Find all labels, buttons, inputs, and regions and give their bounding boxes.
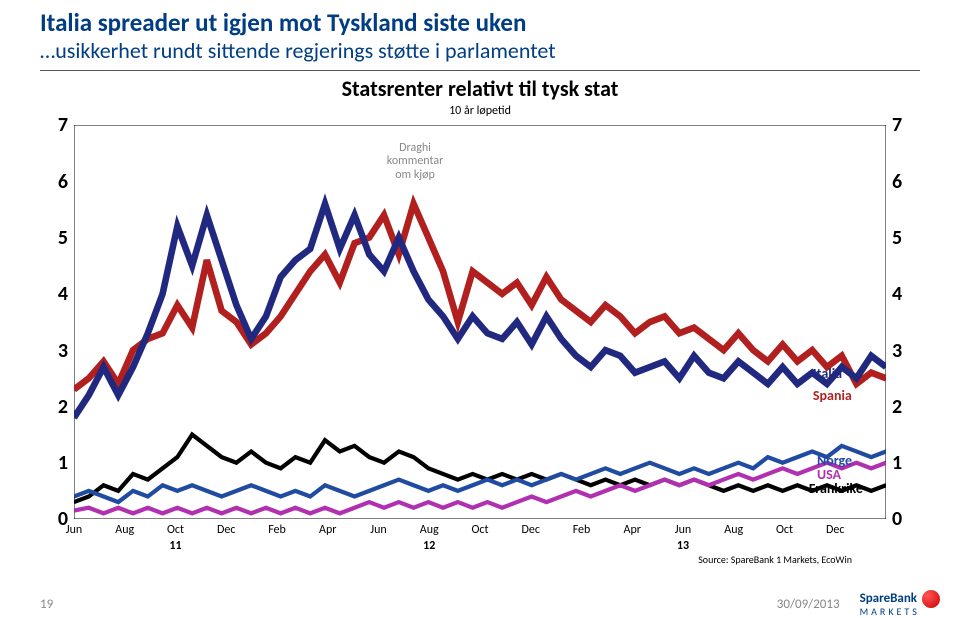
y-tick: 5 xyxy=(892,226,902,250)
x-tick: Oct xyxy=(471,523,488,537)
annot-line2: kommentar xyxy=(387,154,444,168)
plot-area: Draghi kommentar om kjøp ItaliaSpaniaNor… xyxy=(74,125,886,519)
x-tick: Dec xyxy=(522,523,540,537)
draghi-annotation: Draghi kommentar om kjøp xyxy=(375,142,455,182)
x-tick: Dec xyxy=(826,523,844,537)
series-label-frankrike: Frankrike xyxy=(809,480,863,497)
series-spania xyxy=(74,204,886,390)
y-tick: 3 xyxy=(892,339,902,363)
y-tick: 4 xyxy=(58,282,68,306)
x-year: 13 xyxy=(677,539,689,553)
footer: 19 30/09/2013 SpareBank MARKETS xyxy=(0,590,960,618)
annot-line1: Draghi xyxy=(399,141,431,155)
x-tick: Jun xyxy=(66,523,82,537)
page-subtitle: …usikkerhet rundt sittende regjerings st… xyxy=(40,38,920,64)
source-text: Source: SpareBank 1 Markets, EcoWin xyxy=(698,553,852,566)
y-tick: 3 xyxy=(58,339,68,363)
page-number: 19 xyxy=(40,597,53,612)
y-tick: 1 xyxy=(58,451,68,475)
y-tick: 6 xyxy=(892,170,902,194)
series-label-italia: Italia xyxy=(813,365,842,382)
series-frankrike xyxy=(74,435,886,503)
y-tick: 6 xyxy=(58,170,68,194)
divider xyxy=(40,70,920,71)
brand-logo: SpareBank MARKETS xyxy=(860,590,940,618)
x-tick: Jun xyxy=(675,523,691,537)
y-tick: 4 xyxy=(892,282,902,306)
x-tick: Feb xyxy=(573,523,591,537)
x-tick: Aug xyxy=(420,523,439,537)
x-tick: Aug xyxy=(115,523,134,537)
x-tick: Apr xyxy=(319,523,336,537)
x-year: 12 xyxy=(423,539,435,553)
chart-subtitle: 10 år løpetid xyxy=(40,104,920,118)
x-tick: Jun xyxy=(370,523,386,537)
series-label-spania: Spania xyxy=(813,387,852,404)
footer-date: 30/09/2013 xyxy=(777,597,840,612)
y-tick: 7 xyxy=(58,113,68,137)
y-tick: 0 xyxy=(892,507,902,531)
y-tick: 2 xyxy=(58,395,68,419)
y-tick: 5 xyxy=(58,226,68,250)
chart-title: Statsrenter relativt til tysk stat xyxy=(40,75,920,102)
brand-name: SpareBank xyxy=(860,591,917,606)
x-tick: Oct xyxy=(776,523,793,537)
page-title: Italia spreader ut igjen mot Tyskland si… xyxy=(40,8,920,38)
logo-ball-icon xyxy=(922,590,940,608)
x-axis: Source: SpareBank 1 Markets, EcoWin Jun A… xyxy=(74,521,886,565)
y-tick: 7 xyxy=(892,113,902,137)
x-tick: Oct xyxy=(167,523,184,537)
x-tick: Dec xyxy=(217,523,235,537)
y-axis-right: 01234567 xyxy=(886,125,920,519)
y-tick: 2 xyxy=(892,395,902,419)
annot-line3: om kjøp xyxy=(395,168,435,182)
y-axis-left: 01234567 xyxy=(40,125,74,519)
y-tick: 1 xyxy=(892,451,902,475)
chart-lines xyxy=(74,125,886,519)
chart-container: Statsrenter relativt til tysk stat 10 år… xyxy=(40,75,920,565)
x-tick: Feb xyxy=(268,523,286,537)
x-year: 11 xyxy=(169,539,181,553)
x-tick: Apr xyxy=(624,523,641,537)
x-tick: Aug xyxy=(724,523,743,537)
